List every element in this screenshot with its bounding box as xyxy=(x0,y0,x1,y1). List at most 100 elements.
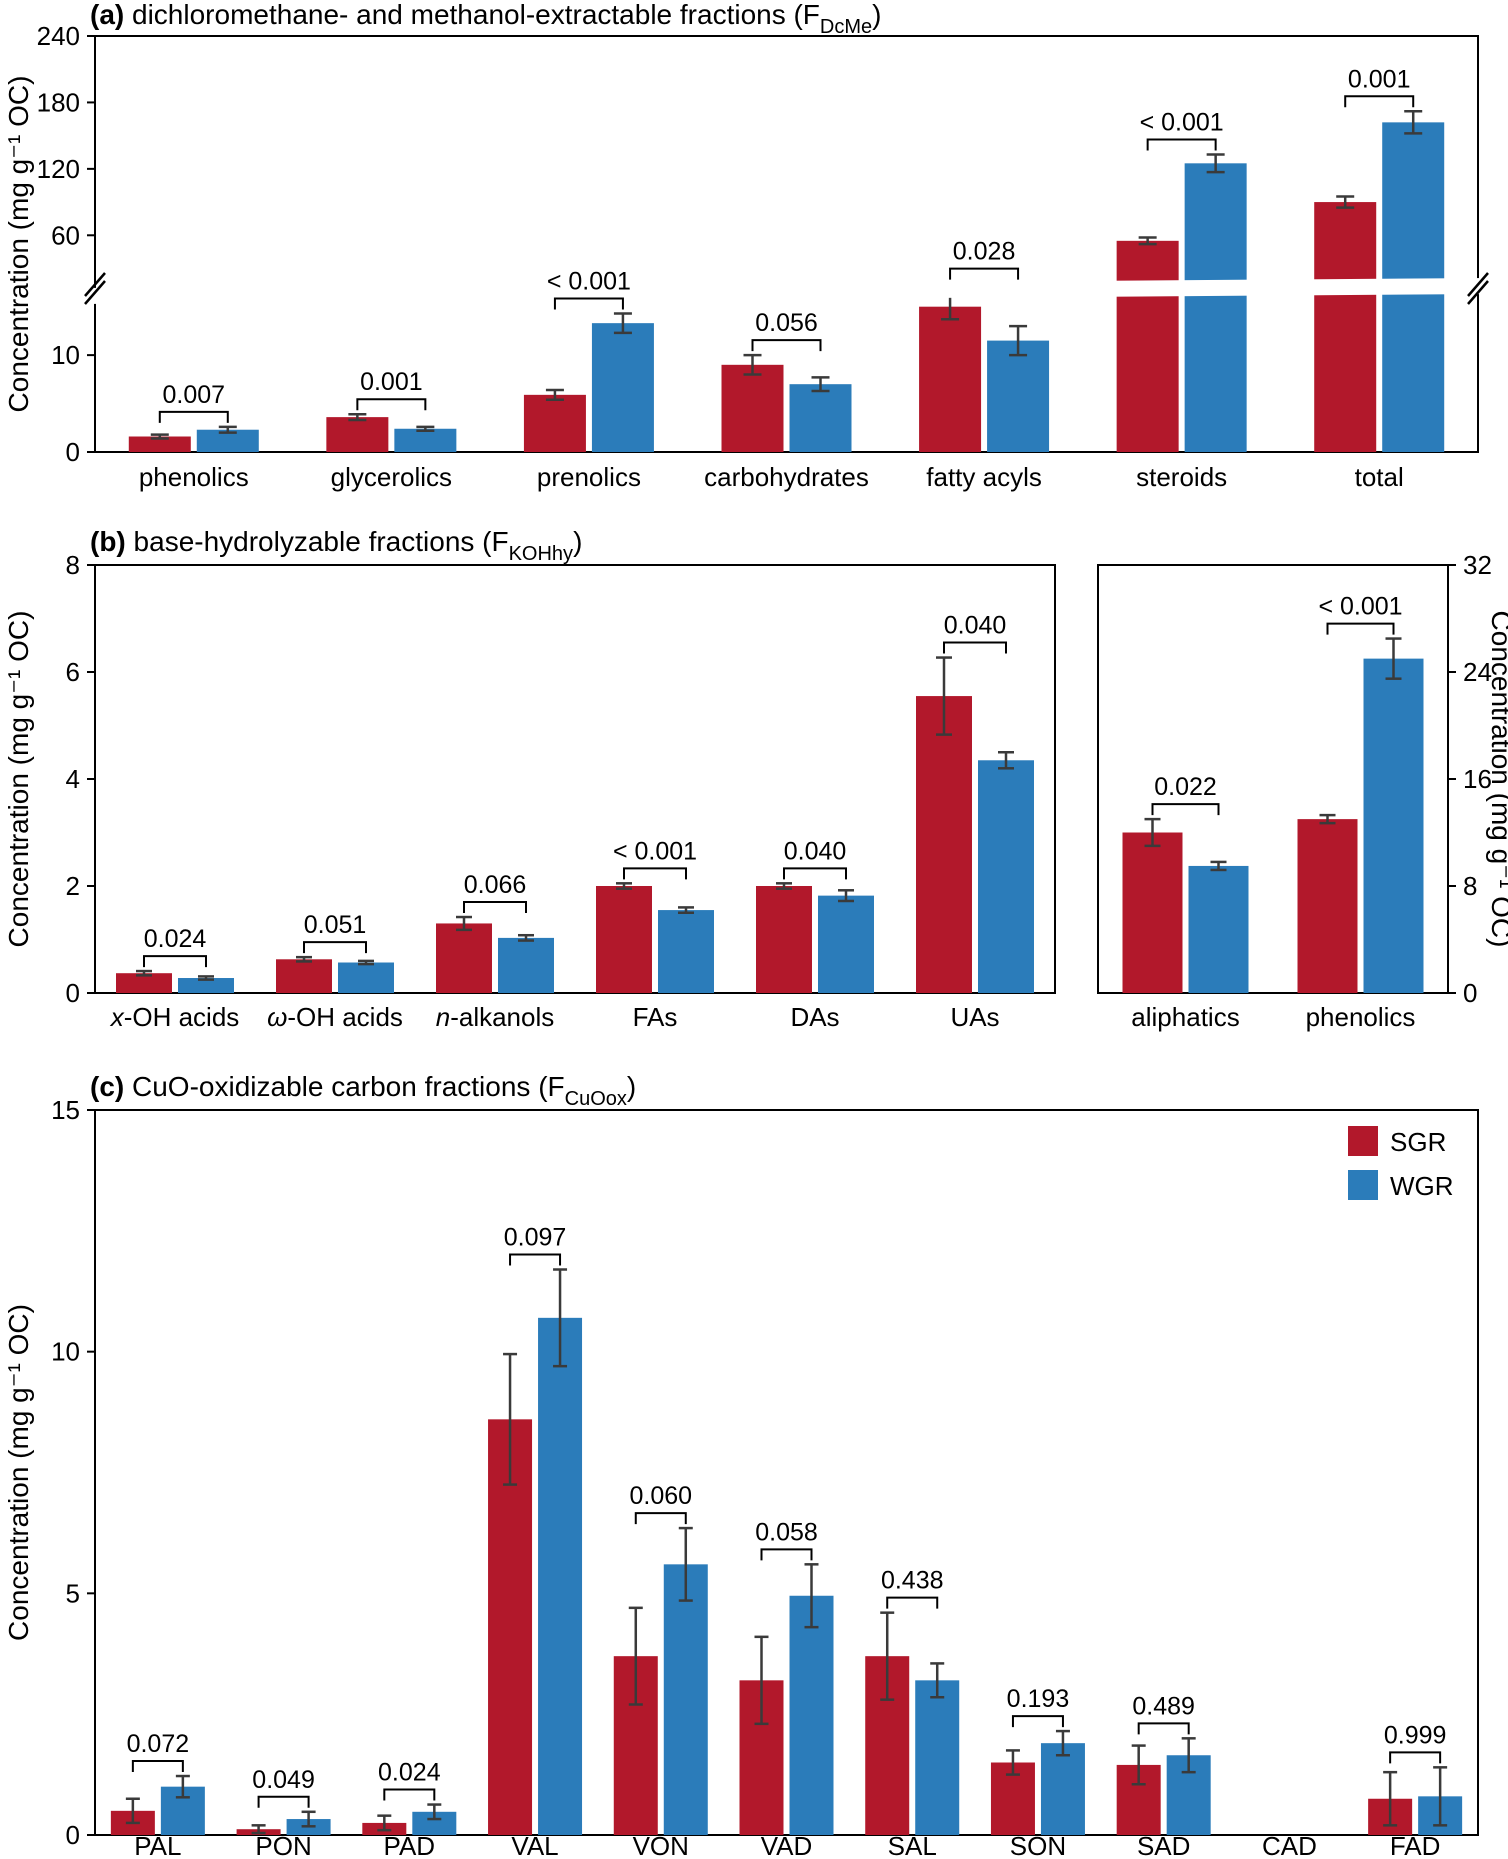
p-value-label: 0.058 xyxy=(755,1518,818,1546)
x-category-label-vad: VAD xyxy=(761,1831,813,1859)
y-tick-label: 0 xyxy=(1463,978,1477,1008)
p-bracket xyxy=(760,1548,813,1561)
x-category-label-fas: FAs xyxy=(633,1002,678,1032)
x-category-label-x-oh-acids: x-OH acids xyxy=(109,1002,240,1032)
bar-wgr-val xyxy=(538,1317,583,1835)
bar-wgr-x-oh-acids xyxy=(178,978,234,993)
legend-swatch-sgr xyxy=(1348,1126,1378,1156)
p-value-label: 0.438 xyxy=(881,1567,944,1595)
y-tick-label: 6 xyxy=(66,657,80,687)
bar-wgr-prenolics xyxy=(591,323,654,452)
bar-wgr-phenolics xyxy=(1363,658,1424,993)
p-value-label: 0.489 xyxy=(1132,1692,1195,1720)
p-value-label: 0.056 xyxy=(755,309,818,337)
bar-sgr-das xyxy=(756,886,812,993)
y-tick-label: 0 xyxy=(66,437,80,467)
x-category-label-aliphatics: aliphatics xyxy=(1131,1002,1239,1032)
bar-sgr-phenolics xyxy=(1297,819,1358,993)
y-tick-label: 0 xyxy=(66,1820,80,1850)
bar-sgr-n-alkanols xyxy=(436,923,492,993)
panel-b-left-frame xyxy=(94,564,1056,994)
bar-wgr-fatty-acyls xyxy=(987,340,1050,452)
p-value-label: 0.040 xyxy=(784,837,847,865)
bar-wgr-phenolics xyxy=(196,429,259,452)
bar-wgr-oh-acids xyxy=(338,962,394,993)
p-bracket xyxy=(1326,622,1395,635)
p-bracket xyxy=(257,1795,310,1808)
bar-wgr-uas xyxy=(978,760,1034,993)
p-value-label: 0.001 xyxy=(1348,65,1411,93)
y-axis-label: Concentration (mg g⁻¹ OC) xyxy=(3,1304,34,1641)
x-category-label-oh-acids: ω-OH acids xyxy=(267,1002,403,1032)
y-tick-label: 16 xyxy=(1463,764,1492,794)
bar-sgr-fatty-acyls xyxy=(919,306,982,452)
p-bracket xyxy=(623,867,687,880)
p-bracket xyxy=(383,1788,436,1801)
y-tick-label: 0 xyxy=(66,978,80,1008)
x-category-label-phenolics: phenolics xyxy=(139,462,249,492)
y-axis-label: Concentration (mg g⁻¹ OC) xyxy=(3,611,34,948)
bar-wgr-steroids xyxy=(1184,163,1247,453)
p-value-label: 0.193 xyxy=(1007,1685,1070,1713)
y-tick-label: 5 xyxy=(66,1578,80,1608)
y-tick-label: 240 xyxy=(37,21,80,51)
panel-b-right: 0 8 16 24 32 aliphatics phenolics 0.022 < 0.001 C… xyxy=(1097,550,1508,1032)
p-bracket xyxy=(1389,1751,1442,1764)
p-value-label: < 0.001 xyxy=(1318,593,1402,621)
p-value-label: 0.024 xyxy=(144,925,207,953)
p-value-label: 0.024 xyxy=(378,1759,441,1787)
bar-wgr-sal xyxy=(915,1680,960,1835)
legend-label-wgr: WGR xyxy=(1390,1171,1454,1201)
bar-wgr-aliphatics xyxy=(1188,865,1249,993)
panel-a-frame xyxy=(94,35,1479,453)
bar-wgr-das xyxy=(818,895,874,993)
p-bracket xyxy=(943,641,1007,654)
x-category-label-glycerolics: glycerolics xyxy=(331,462,452,492)
bar-sgr-steroids xyxy=(1116,240,1179,452)
p-bracket xyxy=(143,955,207,968)
bar-sgr-glycerolics xyxy=(326,417,389,452)
y-tick-label: 4 xyxy=(66,764,80,794)
p-value-label: 0.028 xyxy=(953,238,1016,266)
x-category-label-fatty-acyls: fatty acyls xyxy=(926,462,1042,492)
axis-break-mark-icon xyxy=(1467,280,1489,305)
bar-wgr-son xyxy=(1040,1743,1085,1835)
y-tick-label: 180 xyxy=(37,87,80,117)
p-value-label: 0.072 xyxy=(127,1730,190,1758)
bar-sgr-uas xyxy=(916,696,972,993)
x-category-label-carbohydrates: carbohydrates xyxy=(704,462,869,492)
p-bracket xyxy=(949,267,1020,280)
bar-sgr-aliphatics xyxy=(1122,832,1183,993)
x-category-label-pad: PAD xyxy=(384,1831,436,1859)
y-tick-label: 2 xyxy=(66,871,80,901)
p-bracket xyxy=(751,339,822,352)
y-tick-label: 120 xyxy=(37,154,80,184)
panel-b-left-title: (b) base-hydrolyzable fractions (FKOHhy) xyxy=(90,526,582,565)
p-bracket xyxy=(509,1253,562,1266)
x-category-label-pon: PON xyxy=(255,1831,311,1859)
axis-break-mark-icon xyxy=(84,272,106,297)
p-value-label: < 0.001 xyxy=(547,267,631,295)
panel-b-left: 0 2 4 6 8 x-OH acids ω-OH acids n-alkanols FAs DA… xyxy=(3,526,1056,1032)
bar-wgr-glycerolics xyxy=(394,428,457,452)
p-value-label: 0.051 xyxy=(304,911,367,939)
panel-c: 0 5 10 15 PAL PON PAD VAL VON VAD SAL SON SAD CAD FAD 0… xyxy=(3,1071,1479,1859)
p-value-label: 0.097 xyxy=(504,1224,567,1252)
bar-sgr-val xyxy=(488,1419,533,1835)
x-category-label-steroids: steroids xyxy=(1136,462,1227,492)
legend: SGR WGR xyxy=(1348,1126,1454,1201)
panel-c-title: (c) CuO-oxidizable carbon fractions (FCu… xyxy=(90,1071,636,1110)
p-bracket xyxy=(131,1760,184,1773)
p-bracket xyxy=(356,398,427,411)
y-tick-label: 24 xyxy=(1463,657,1492,687)
p-bracket xyxy=(1137,1722,1190,1735)
p-value-label: < 0.001 xyxy=(613,837,697,865)
p-value-label: 0.007 xyxy=(163,381,226,409)
bar-wgr-fas xyxy=(658,910,714,993)
bar-wgr-von xyxy=(663,1564,708,1835)
panel-c-frame xyxy=(94,1109,1479,1836)
p-bracket xyxy=(783,867,847,880)
x-category-label-prenolics: prenolics xyxy=(537,462,641,492)
